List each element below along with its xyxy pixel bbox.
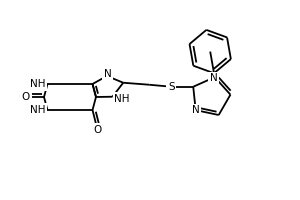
Text: O: O [93,125,102,135]
Text: NH: NH [30,79,46,89]
Text: NH: NH [30,105,46,115]
Text: O: O [22,92,30,102]
Text: NH: NH [115,94,130,104]
Text: N: N [104,69,112,79]
Text: S: S [168,82,175,92]
Text: N: N [210,73,218,83]
Text: N: N [192,105,200,115]
